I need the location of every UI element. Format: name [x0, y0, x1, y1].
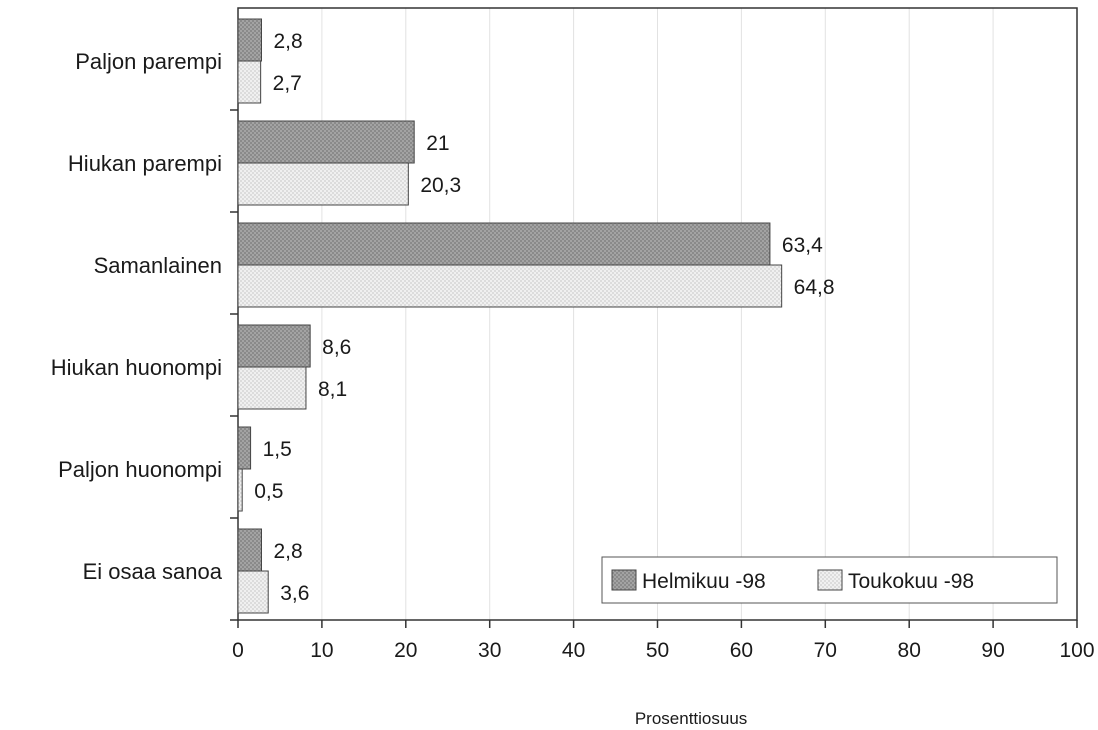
bar-series-1: [237, 324, 311, 368]
data-label: 20,3: [420, 174, 461, 197]
x-tick-label: 40: [562, 639, 585, 662]
x-tick-label: 70: [814, 639, 837, 662]
category-labels: Paljon parempi Hiukan parempi Samanlainen H…: [51, 49, 238, 621]
data-label: 2,7: [273, 72, 302, 95]
category-label: Samanlainen: [94, 253, 222, 278]
legend: Helmikuu -98 Toukokuu -98: [601, 556, 1058, 604]
x-tick-label: 50: [646, 639, 669, 662]
category-label: Ei osaa sanoa: [83, 559, 223, 584]
x-tick-label: 20: [394, 639, 417, 662]
x-tick-label: 90: [981, 639, 1004, 662]
bar-series-1: [237, 528, 262, 572]
bar-series-2: [237, 468, 243, 512]
data-labels: 2,8 2,7 21 20,3 63,4 64,8 8,6 8,1 1,5 0,5 2,8 3,6: [254, 30, 834, 605]
x-tick-label: 80: [898, 639, 921, 662]
bar-series-1: [237, 120, 415, 164]
x-tick-label: 0: [232, 639, 244, 662]
bar-series-1: [237, 426, 252, 470]
bar-series-2: [237, 366, 307, 410]
bar-series-1: [237, 222, 771, 266]
data-label: 21: [426, 132, 449, 155]
category-label: Hiukan parempi: [68, 151, 222, 176]
legend-swatch: [611, 569, 637, 591]
grid: [321, 8, 994, 620]
category-label: Paljon parempi: [75, 49, 222, 74]
x-tick-label: 10: [310, 639, 333, 662]
category-label: Hiukan huonompi: [51, 355, 222, 380]
data-label: 2,8: [273, 540, 302, 563]
data-label: 63,4: [782, 234, 823, 257]
bar-series-2: [237, 570, 269, 614]
bar-series-2: [237, 60, 262, 104]
bar-series-2: [237, 264, 783, 308]
x-tick-label: 100: [1059, 639, 1094, 662]
data-label: 1,5: [263, 438, 292, 461]
legend-label: Toukokuu -98: [848, 570, 974, 593]
bars: [237, 18, 783, 614]
data-label: 8,6: [322, 336, 351, 359]
bar-series-1: [237, 18, 262, 62]
legend-swatch: [817, 569, 843, 591]
x-axis-ticks: 0 10 20 30 40 50 60 70 80 90 100: [232, 620, 1095, 662]
category-label: Paljon huonompi: [58, 457, 222, 482]
data-label: 2,8: [273, 30, 302, 53]
data-label: 64,8: [794, 276, 835, 299]
data-label: 0,5: [254, 480, 283, 503]
x-tick-label: 30: [478, 639, 501, 662]
x-tick-label: 60: [730, 639, 753, 662]
bar-series-2: [237, 162, 409, 206]
x-axis-title: Prosenttiosuus: [635, 709, 747, 728]
data-label: 3,6: [280, 582, 309, 605]
legend-label: Helmikuu -98: [642, 570, 766, 593]
data-label: 8,1: [318, 378, 347, 401]
